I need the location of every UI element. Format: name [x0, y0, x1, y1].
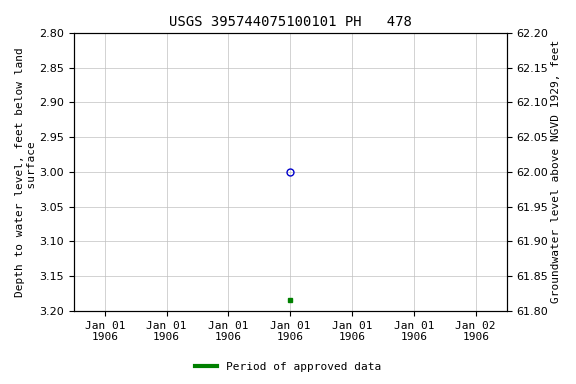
Legend: Period of approved data: Period of approved data: [191, 358, 385, 377]
Title: USGS 395744075100101 PH   478: USGS 395744075100101 PH 478: [169, 15, 412, 29]
Y-axis label: Depth to water level, feet below land
  surface: Depth to water level, feet below land su…: [15, 47, 37, 297]
Y-axis label: Groundwater level above NGVD 1929, feet: Groundwater level above NGVD 1929, feet: [551, 40, 561, 303]
